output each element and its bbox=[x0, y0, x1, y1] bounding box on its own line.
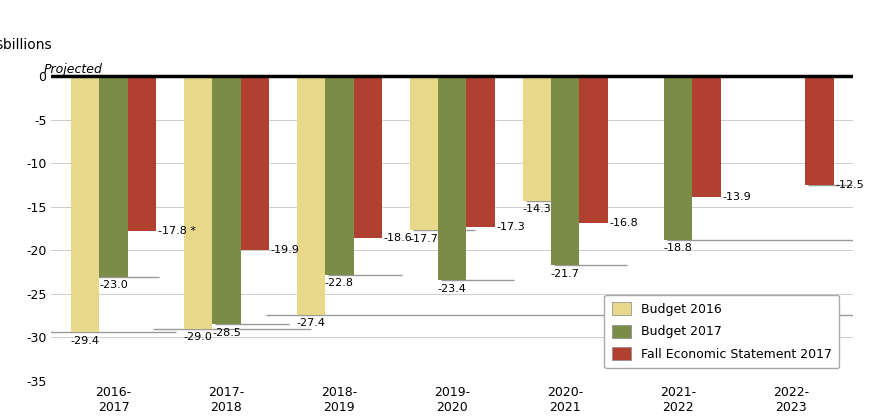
Text: -16.8: -16.8 bbox=[610, 218, 638, 227]
Bar bbox=[297, 76, 325, 315]
Text: $billions: $billions bbox=[0, 38, 53, 52]
Bar bbox=[664, 76, 692, 240]
Bar bbox=[128, 76, 156, 231]
Bar bbox=[438, 76, 467, 280]
Bar bbox=[325, 76, 354, 275]
Text: -28.5: -28.5 bbox=[212, 328, 241, 338]
Bar bbox=[806, 76, 834, 185]
Bar bbox=[410, 76, 438, 230]
Text: -13.9: -13.9 bbox=[722, 192, 751, 202]
Bar bbox=[354, 76, 381, 238]
Bar bbox=[213, 76, 240, 324]
Legend: Budget 2016, Budget 2017, Fall Economic Statement 2017: Budget 2016, Budget 2017, Fall Economic … bbox=[604, 295, 839, 368]
Text: -12.5: -12.5 bbox=[835, 180, 864, 190]
Text: -14.3: -14.3 bbox=[523, 204, 551, 214]
Text: -22.8: -22.8 bbox=[325, 278, 354, 288]
Text: Projected: Projected bbox=[44, 64, 102, 76]
Bar bbox=[523, 76, 551, 201]
Text: -17.3: -17.3 bbox=[496, 222, 525, 232]
Text: -18.8: -18.8 bbox=[664, 243, 692, 253]
Bar bbox=[579, 76, 608, 223]
Text: -29.4: -29.4 bbox=[71, 336, 100, 346]
Text: -23.4: -23.4 bbox=[438, 283, 467, 293]
Bar bbox=[551, 76, 579, 265]
Text: -23.0: -23.0 bbox=[99, 280, 128, 290]
Text: -27.4: -27.4 bbox=[297, 319, 326, 328]
Bar bbox=[467, 76, 495, 227]
Bar bbox=[692, 76, 720, 197]
Bar bbox=[240, 76, 269, 250]
Text: -19.9: -19.9 bbox=[271, 245, 300, 255]
Text: -17.8 *: -17.8 * bbox=[158, 226, 196, 236]
Text: -29.0: -29.0 bbox=[184, 332, 213, 342]
Bar bbox=[184, 76, 213, 329]
Bar bbox=[99, 76, 128, 277]
Text: -17.7: -17.7 bbox=[409, 234, 439, 244]
Text: -18.6: -18.6 bbox=[383, 233, 412, 243]
Bar bbox=[71, 76, 99, 332]
Text: -21.7: -21.7 bbox=[550, 269, 580, 279]
